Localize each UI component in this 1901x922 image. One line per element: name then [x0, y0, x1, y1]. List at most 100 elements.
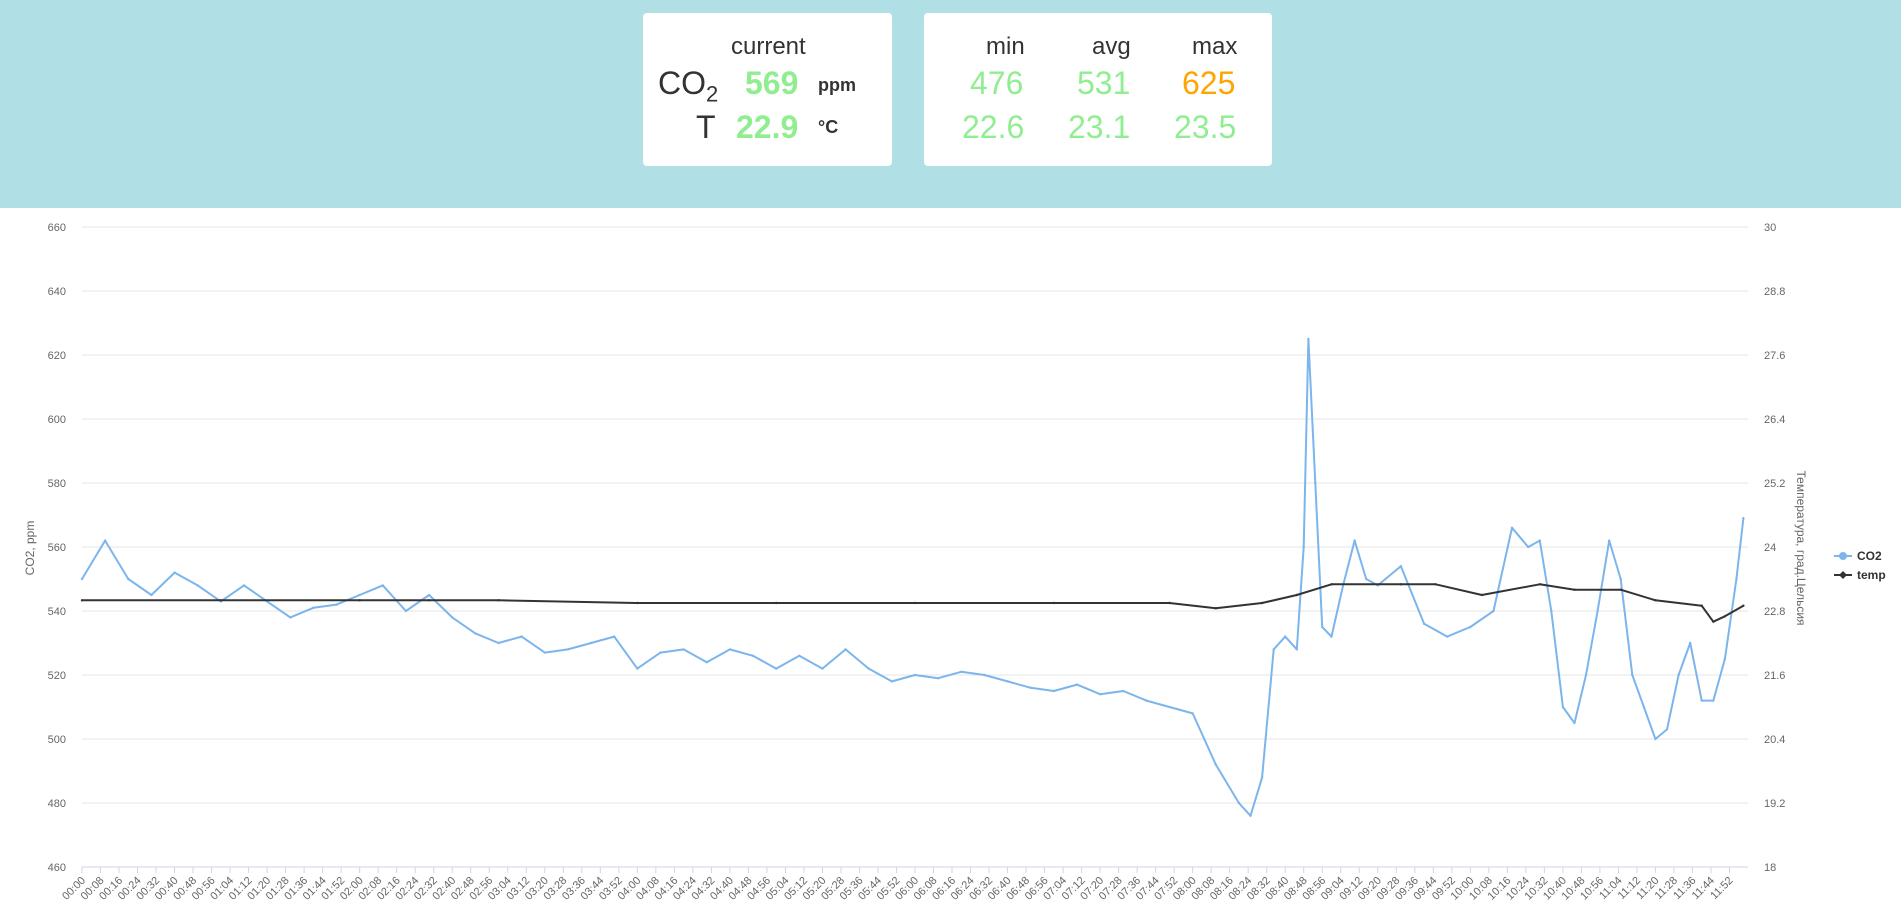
data-point-co2 [1307, 337, 1310, 341]
y2-tick-label: 24 [1764, 542, 1776, 554]
data-point-co2 [127, 577, 130, 581]
axis-layer: 460 480 500 520 540 560 580 600 620 640 660 18 19.2 2… [48, 222, 1786, 903]
data-point-temp [1330, 583, 1333, 586]
data-point-co2 [1122, 689, 1125, 693]
t-unit: °C [818, 117, 839, 137]
data-point-temp [1700, 604, 1703, 607]
data-point-co2 [1688, 641, 1692, 645]
data-point-temp [1619, 588, 1622, 591]
data-point-co2 [1284, 635, 1287, 638]
data-point-co2 [728, 648, 732, 651]
legend-item-co2[interactable]: CO2 [1834, 549, 1882, 563]
data-point-temp [1480, 593, 1484, 597]
data-point-co2 [1492, 609, 1495, 613]
legend-temp-marker [1839, 571, 1847, 579]
data-point-co2 [1330, 635, 1333, 638]
data-point-temp [1434, 583, 1437, 586]
data-point-co2 [890, 680, 894, 683]
data-point-co2 [867, 667, 870, 670]
data-point-co2 [1735, 577, 1738, 581]
data-point-co2 [497, 641, 500, 645]
y2-tick-label: 22.8 [1764, 606, 1785, 618]
t-min-value: 22.6 [962, 109, 1025, 145]
avg-header: avg [1092, 33, 1131, 60]
max-header: max [1192, 33, 1238, 60]
data-point-co2 [1006, 680, 1009, 683]
data-point-co2 [682, 648, 685, 651]
data-point-co2 [1365, 577, 1368, 581]
y-tick-label: 640 [48, 286, 66, 298]
y-axis-label: CO2, ppm [23, 521, 37, 576]
data-point-co2 [705, 661, 708, 664]
data-point-temp [80, 599, 84, 602]
current-card: current CO2 569 ppm T 22.9 °C [643, 13, 892, 166]
y-tick-label: 600 [48, 414, 66, 426]
y-tick-label: 580 [48, 478, 66, 490]
data-point-co2 [196, 584, 199, 587]
co2-unit: ppm [818, 75, 856, 95]
data-point-temp [1052, 601, 1056, 605]
data-point-co2 [242, 584, 246, 587]
co2-temperature-chart: 460 480 500 520 540 560 580 600 620 640 660 18 19.2 2… [23, 222, 1886, 903]
y-tick-label: 560 [48, 542, 66, 554]
data-point-co2 [1075, 683, 1079, 686]
data-point-co2 [103, 539, 107, 542]
stats-card: min avg max 476 531 625 22.6 23.1 23.5 [924, 13, 1272, 166]
data-point-co2 [983, 673, 986, 677]
y-tick-label: 480 [48, 798, 66, 810]
data-point-co2 [1272, 648, 1275, 651]
data-point-co2 [589, 641, 593, 645]
legend[interactable]: CO2 temp [1834, 549, 1886, 582]
data-point-co2 [1550, 609, 1553, 613]
data-point-co2 [1510, 526, 1514, 529]
legend-temp-label: temp [1857, 568, 1886, 582]
data-point-co2 [1214, 763, 1218, 766]
data-point-co2 [636, 667, 639, 670]
data-point-co2 [774, 667, 778, 670]
data-point-co2 [936, 677, 940, 680]
min-header: min [986, 33, 1025, 60]
data-point-temp [1399, 583, 1403, 586]
co2-max-value: 625 [1182, 65, 1236, 101]
y2-tick-label: 25.2 [1764, 478, 1785, 490]
data-point-co2 [1712, 699, 1715, 702]
data-point-co2 [1302, 545, 1305, 549]
data-point-temp [1168, 601, 1171, 605]
legend-co2-label: CO2 [1857, 549, 1882, 563]
data-point-temp [1573, 588, 1576, 591]
data-point-co2 [1596, 609, 1599, 613]
data-point-temp [1723, 615, 1727, 618]
data-point-temp [1654, 599, 1657, 602]
data-point-co2 [1584, 673, 1588, 677]
legend-item-temp[interactable]: temp [1834, 568, 1886, 582]
series-line-co2[interactable] [81, 338, 1745, 817]
data-point-temp [636, 601, 639, 605]
data-point-co2 [335, 603, 338, 606]
co2-label: CO2 [658, 65, 719, 107]
data-point-co2 [1573, 721, 1576, 725]
series-layer [80, 337, 1745, 817]
data-point-co2 [1237, 801, 1241, 805]
data-point-temp [219, 599, 223, 602]
data-point-co2 [289, 616, 292, 619]
data-point-temp [774, 601, 778, 605]
y2-axis-label: Температура, град.Цельсия [1794, 470, 1808, 625]
data-point-temp [427, 599, 431, 602]
data-point-co2 [1723, 657, 1727, 661]
y-tick-label: 500 [48, 734, 66, 746]
data-point-co2 [821, 667, 824, 670]
grid-layer [82, 226, 1748, 868]
data-point-temp [1742, 604, 1745, 607]
y-tick-label: 520 [48, 670, 66, 682]
data-point-co2 [751, 654, 755, 657]
data-point-co2 [1168, 705, 1171, 709]
data-point-co2 [1526, 545, 1530, 549]
t-max-value: 23.5 [1174, 109, 1237, 145]
data-point-co2 [474, 632, 477, 635]
data-point-co2 [358, 593, 361, 597]
y2-tick-label: 20.4 [1764, 734, 1785, 746]
data-point-co2 [960, 670, 963, 673]
legend-co2-marker [1839, 552, 1847, 560]
data-point-co2 [1353, 539, 1356, 542]
series-line-temp[interactable] [82, 583, 1744, 623]
